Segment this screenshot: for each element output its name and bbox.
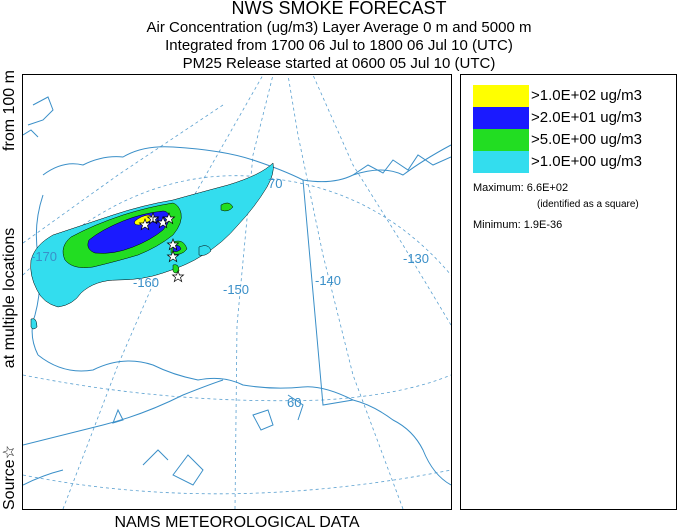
minimum-value: Minimum: 1.9E-36 [473, 219, 563, 231]
release-info: PM25 Release started at 0600 05 Jul 10 (… [182, 55, 496, 72]
concentration-subtitle: Air Concentration (ug/m3) Layer Average … [146, 19, 532, 36]
lat-line-70 [23, 175, 451, 276]
contour-green-south [172, 264, 180, 274]
legend-item: >1.0E+00 ug/m3 [473, 151, 673, 173]
lon-label-130: -130 [403, 251, 429, 266]
source-side-label: Source☆ at multiple locations from 100 m [0, 70, 20, 510]
lon-label-140: -140 [315, 273, 341, 288]
lat-line-50 [23, 469, 451, 495]
contour-green-small [220, 202, 234, 212]
maximum-note: (identified as a square) [537, 199, 639, 210]
star-icon [171, 270, 185, 283]
star-icon [162, 212, 176, 225]
source-label-part1: Source☆ [1, 444, 18, 510]
map-canvas: -170 -160 -150 -140 -130 70 60 [23, 75, 451, 509]
footer-data-source: NAMS METEOROLOGICAL DATA [114, 514, 360, 531]
lon-line-160 [62, 75, 264, 509]
contour-cyan-coast [30, 318, 38, 330]
lat-line-60 [23, 374, 451, 402]
coastline [23, 96, 451, 486]
legend-panel: >1.0E+02 ug/m3 >2.0E+01 ug/m3 >5.0E+00 u… [460, 74, 677, 510]
maximum-value: Maximum: 6.6E+02 [473, 182, 569, 194]
legend-label: >5.0E+00 ug/m3 [531, 131, 642, 148]
lon-label-150: -150 [223, 282, 249, 297]
lat-label-70: 70 [268, 176, 282, 191]
legend-item: >2.0E+01 ug/m3 [473, 107, 673, 129]
lon-label-160: -160 [133, 275, 159, 290]
lon-label-170: -170 [31, 249, 57, 264]
maximum-square [152, 216, 159, 223]
legend-swatch-yellow [473, 85, 529, 107]
lon-line-150 [234, 75, 274, 509]
legend-label: >2.0E+01 ug/m3 [531, 109, 642, 126]
legend-item: >1.0E+02 ug/m3 [473, 85, 673, 107]
source-label-part2: at multiple locations [1, 227, 18, 369]
forecast-title: NWS SMOKE FORECAST [231, 0, 447, 18]
integration-period: Integrated from 1700 06 Jul to 1800 06 J… [165, 37, 513, 54]
smoke-plume [30, 162, 274, 330]
lat-label-60: 60 [287, 395, 301, 410]
graticule [23, 75, 451, 509]
lon-line-130 [312, 75, 451, 326]
lon-line-170 [23, 104, 224, 244]
map-panel: -170 -160 -150 -140 -130 70 60 [22, 74, 452, 510]
star-icon [166, 250, 180, 263]
legend-label: >1.0E+00 ug/m3 [531, 153, 642, 170]
lon-line-140 [287, 75, 404, 509]
legend-swatch-cyan [473, 151, 529, 173]
legend-item: >5.0E+00 ug/m3 [473, 129, 673, 151]
source-label-part3: from 100 m [1, 70, 18, 151]
contour-cyan-island [198, 245, 212, 256]
alaska-canada-border [302, 179, 354, 406]
star-icon [166, 238, 180, 251]
legend-label: >1.0E+02 ug/m3 [531, 87, 642, 104]
star-icon [138, 218, 152, 231]
legend-swatch-green [473, 129, 529, 151]
legend-swatch-blue [473, 107, 529, 129]
